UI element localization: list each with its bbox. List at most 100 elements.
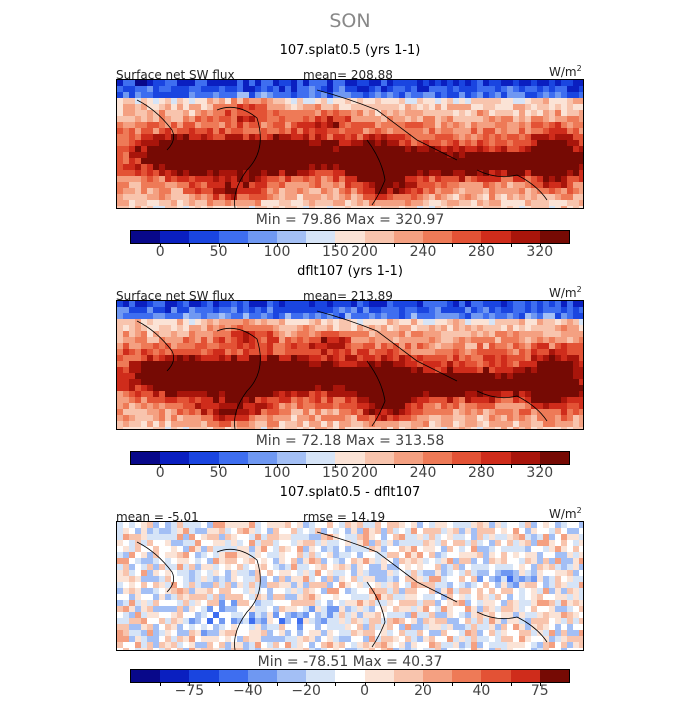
- field-cell: [501, 116, 508, 123]
- field-cell: [501, 301, 508, 308]
- field-cell: [129, 194, 136, 201]
- field-cell: [303, 379, 310, 386]
- field-cell: [363, 522, 370, 529]
- field-cell: [243, 612, 250, 619]
- field-cell: [165, 403, 172, 410]
- field-cell: [261, 594, 268, 601]
- field-cell: [387, 367, 394, 374]
- field-cell: [165, 349, 172, 356]
- field-cell: [189, 325, 196, 332]
- field-cell: [183, 552, 190, 559]
- field-cell: [519, 427, 526, 429]
- field-cell: [261, 421, 268, 428]
- field-cell: [357, 325, 364, 332]
- field-cell: [267, 176, 274, 183]
- field-cell: [555, 152, 562, 159]
- field-cell: [405, 367, 412, 374]
- field-cell: [369, 176, 376, 183]
- field-cell: [531, 570, 538, 577]
- field-cell: [441, 134, 448, 141]
- field-cell: [213, 176, 220, 183]
- field-cell: [351, 391, 358, 398]
- field-cell: [375, 385, 382, 392]
- field-cell: [381, 343, 388, 350]
- field-cell: [525, 618, 532, 625]
- field-cell: [285, 427, 292, 429]
- field-cell: [189, 379, 196, 386]
- field-cell: [387, 337, 394, 344]
- field-cell: [333, 98, 340, 105]
- field-cell: [357, 146, 364, 153]
- field-cell: [399, 170, 406, 177]
- field-cell: [339, 92, 346, 99]
- field-cell: [447, 391, 454, 398]
- field-cell: [201, 331, 208, 338]
- field-cell: [297, 188, 304, 195]
- field-cell: [429, 152, 436, 159]
- field-cell: [339, 325, 346, 332]
- field-cell: [549, 349, 556, 356]
- field-cell: [159, 403, 166, 410]
- field-cell: [297, 421, 304, 428]
- field-cell: [471, 80, 478, 87]
- field-cell: [315, 570, 322, 577]
- field-cell: [339, 134, 346, 141]
- field-cell: [477, 582, 484, 589]
- field-cell: [327, 361, 334, 368]
- field-cell: [315, 355, 322, 362]
- field-cell: [549, 624, 556, 631]
- field-cell: [213, 319, 220, 326]
- field-cell: [495, 391, 502, 398]
- field-cell: [345, 170, 352, 177]
- field-cell: [405, 307, 412, 314]
- field-cell: [159, 558, 166, 565]
- field-cell: [339, 313, 346, 320]
- field-cell: [195, 588, 202, 595]
- field-cell: [537, 528, 544, 535]
- field-cell: [513, 140, 520, 147]
- field-cell: [471, 319, 478, 326]
- field-cell: [501, 403, 508, 410]
- field-cell: [363, 540, 370, 547]
- field-cell: [279, 104, 286, 111]
- field-cell: [351, 552, 358, 559]
- field-cell: [351, 337, 358, 344]
- field-cell: [315, 110, 322, 117]
- field-cell: [315, 385, 322, 392]
- field-cell: [285, 582, 292, 589]
- field-cell: [117, 122, 124, 129]
- field-cell: [285, 92, 292, 99]
- field-cell: [447, 86, 454, 93]
- field-cell: [129, 612, 136, 619]
- field-cell: [465, 564, 472, 571]
- field-cell: [411, 522, 418, 529]
- field-cell: [465, 612, 472, 619]
- field-cell: [471, 146, 478, 153]
- field-cell: [543, 110, 550, 117]
- field-cell: [159, 86, 166, 93]
- field-cell: [321, 385, 328, 392]
- field-cell: [201, 415, 208, 422]
- field-cell: [141, 98, 148, 105]
- field-cell: [207, 206, 214, 208]
- field-cell: [519, 86, 526, 93]
- field-cell: [483, 331, 490, 338]
- field-cell: [189, 170, 196, 177]
- field-cell: [207, 570, 214, 577]
- field-cell: [129, 588, 136, 595]
- field-cell: [555, 200, 562, 207]
- field-cell: [243, 128, 250, 135]
- field-cell: [201, 588, 208, 595]
- field-cell: [177, 403, 184, 410]
- field-cell: [171, 618, 178, 625]
- field-cell: [285, 612, 292, 619]
- field-cell: [525, 164, 532, 171]
- field-cell: [465, 146, 472, 153]
- field-cell: [579, 319, 583, 326]
- field-cell: [495, 534, 502, 541]
- field-cell: [489, 403, 496, 410]
- field-cell: [495, 385, 502, 392]
- field-cell: [237, 206, 244, 208]
- field-cell: [567, 170, 574, 177]
- field-cell: [231, 427, 238, 429]
